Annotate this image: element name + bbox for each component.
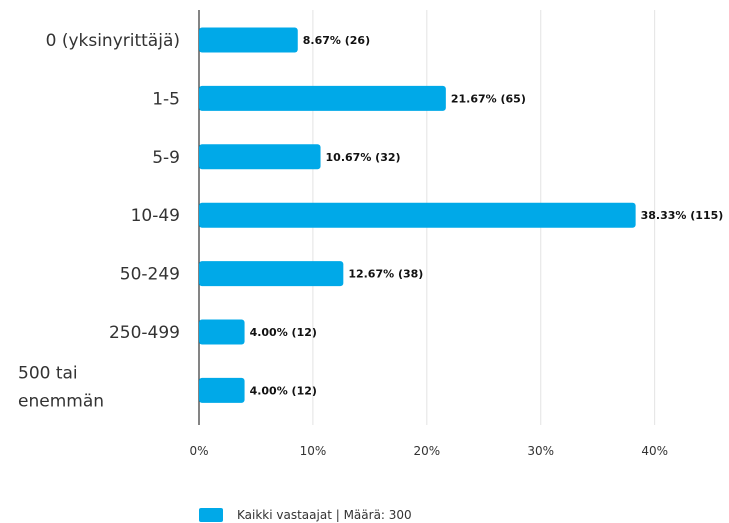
- bar-2: [199, 144, 321, 170]
- x-tick-label-2: 20%: [413, 444, 440, 458]
- category-label-5: 250-499: [109, 323, 180, 343]
- x-tick-label-0: 0%: [189, 444, 208, 458]
- category-label-6-line-1: enemmän: [18, 391, 104, 411]
- bar-4: [199, 261, 344, 287]
- data-label-6: 4.00% (12): [250, 384, 317, 397]
- x-tick-label-3: 30%: [527, 444, 554, 458]
- legend-label: Kaikki vastaajat | Määrä: 300: [237, 508, 412, 522]
- data-label-2: 10.67% (32): [326, 151, 401, 164]
- category-label-0: 0 (yksinyrittäjä): [46, 31, 180, 51]
- data-label-4: 12.67% (38): [348, 268, 423, 281]
- data-label-3: 38.33% (115): [641, 209, 724, 222]
- bar-chart: 8.67% (26) 0 (yksinyrittäjä) 21.67% (65) 1-…: [18, 10, 724, 458]
- bar-0: [199, 27, 298, 53]
- bar-5: [199, 319, 245, 345]
- legend: Kaikki vastaajat | Määrä: 300: [199, 507, 412, 523]
- category-label-2: 5-9: [152, 148, 180, 168]
- x-tick-label-1: 10%: [300, 444, 327, 458]
- category-label-4: 50-249: [120, 265, 180, 285]
- category-label-3: 10-49: [131, 206, 180, 226]
- bar-3: [199, 202, 636, 228]
- x-tick-label-4: 40%: [641, 444, 668, 458]
- data-label-5: 4.00% (12): [250, 326, 317, 339]
- bar-6: [199, 377, 245, 403]
- legend-swatch: [199, 508, 223, 522]
- data-label-1: 21.67% (65): [451, 92, 526, 105]
- category-label-6-line-0: 500 tai: [18, 363, 78, 383]
- bar-1: [199, 85, 446, 111]
- data-label-0: 8.67% (26): [303, 34, 370, 47]
- category-label-1: 1-5: [152, 89, 180, 109]
